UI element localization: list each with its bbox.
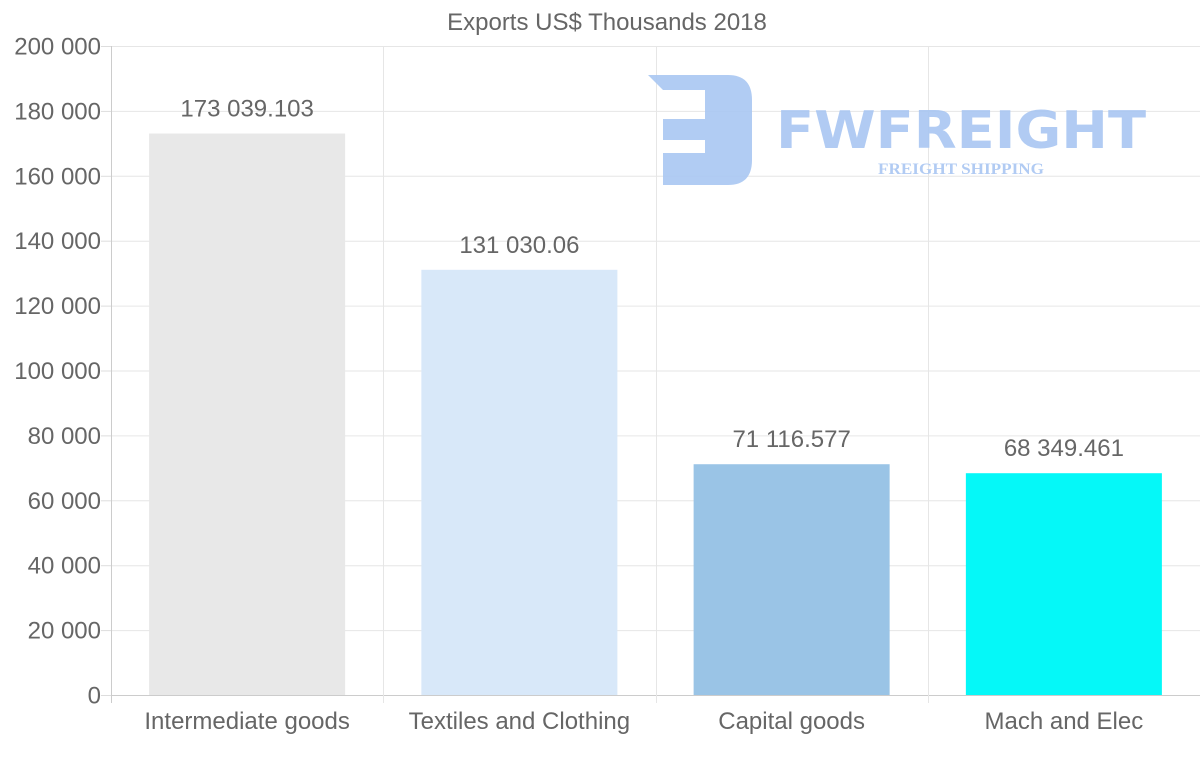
bars — [149, 133, 1162, 696]
bar[interactable] — [965, 473, 1162, 695]
y-tick-label: 40 000 — [28, 553, 101, 580]
logo-mark-icon — [648, 75, 752, 185]
data-label: 68 349.461 — [1004, 435, 1124, 462]
x-tick-label: Mach and Elec — [984, 708, 1143, 735]
logo-brand-text: FWFREIGHT — [776, 101, 1147, 161]
y-tick-label: 20 000 — [28, 618, 101, 645]
y-tick-label: 100 000 — [14, 358, 101, 385]
y-tick-label: 200 000 — [14, 34, 101, 61]
y-tick-label: 160 000 — [14, 163, 101, 190]
y-tick-label: 120 000 — [14, 293, 101, 320]
fwfreight-logo-watermark: FWFREIGHT FREIGHT SHIPPING — [648, 75, 1147, 185]
x-tick-label: Capital goods — [718, 708, 865, 735]
y-tick-label: 60 000 — [28, 488, 101, 515]
y-tick-label: 140 000 — [14, 228, 101, 255]
bar[interactable] — [421, 269, 618, 695]
logo-tagline-text: FREIGHT SHIPPING — [878, 161, 1045, 178]
chart-title: Exports US$ Thousands 2018 — [447, 9, 767, 36]
data-label: 173 039.103 — [180, 95, 313, 122]
bar[interactable] — [693, 464, 890, 695]
bar[interactable] — [149, 133, 346, 696]
data-label: 131 030.06 — [459, 232, 579, 259]
labels: 0 20 000 40 000 60 000 80 000 100 000 120 000 1… — [14, 34, 1143, 736]
y-tick-label: 80 000 — [28, 423, 101, 450]
y-tick-label: 180 000 — [14, 98, 101, 125]
x-tick-label: Intermediate goods — [144, 708, 349, 735]
y-tick-label: 0 — [88, 683, 101, 710]
x-tick-label: Textiles and Clothing — [409, 708, 630, 735]
data-label: 71 116.577 — [732, 426, 850, 453]
